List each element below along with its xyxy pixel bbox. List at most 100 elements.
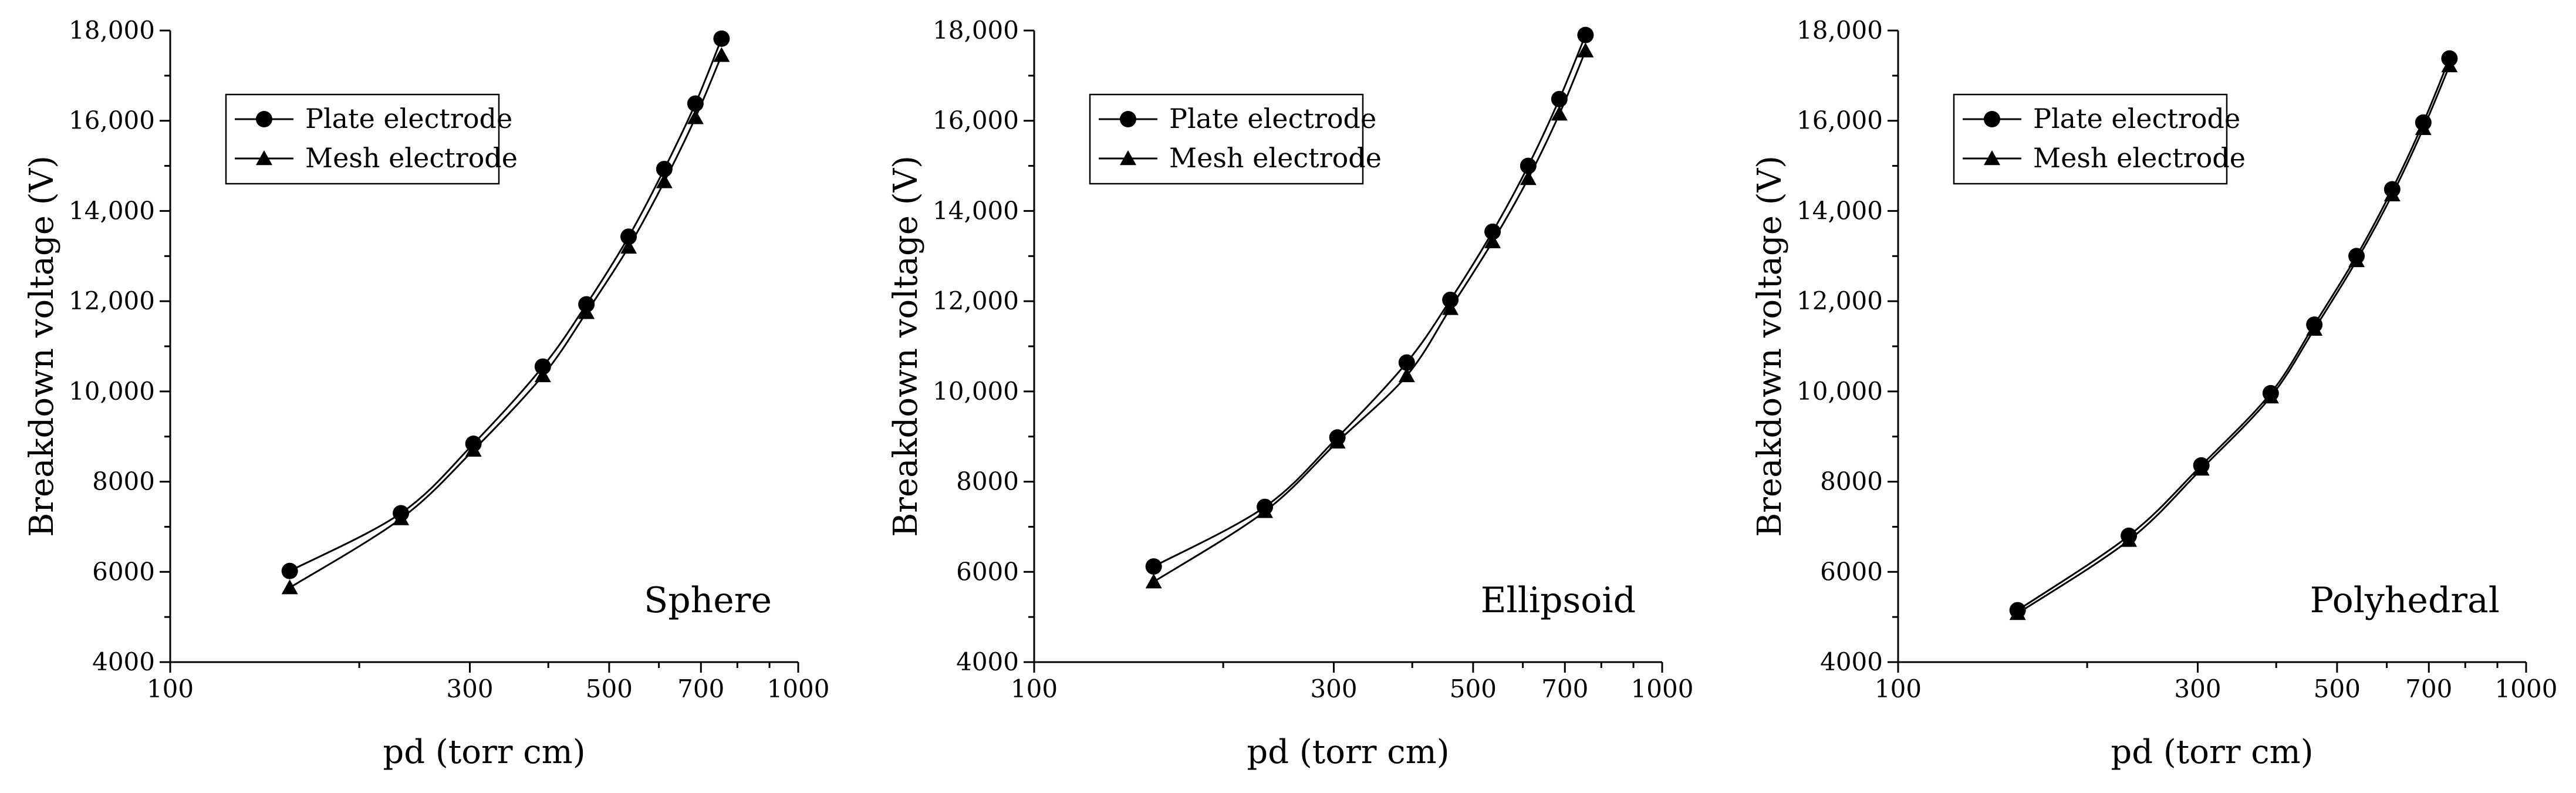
y-tick-label: 8000	[1820, 467, 1883, 496]
data-point-plate-electrode	[1398, 354, 1415, 371]
data-point-mesh-electrode	[2441, 57, 2458, 73]
y-tick-label: 10,000	[1797, 377, 1883, 406]
data-point-plate-electrode	[713, 30, 730, 47]
x-tick-label: 100	[1011, 674, 1058, 703]
y-tick-label: 18,000	[933, 16, 1019, 45]
series-line-mesh-electrode	[2017, 65, 2450, 615]
x-tick-label: 1000	[2495, 674, 2558, 703]
data-point-mesh-electrode	[1145, 573, 1162, 589]
y-tick-label: 4000	[956, 647, 1019, 676]
legend-box	[1953, 93, 2228, 185]
legend-marker-mesh-electrode	[1120, 150, 1136, 166]
x-tick-label: 500	[586, 674, 633, 703]
data-point-mesh-electrode	[2348, 252, 2365, 268]
y-tick-label: 8000	[956, 467, 1019, 496]
legend: Plate electrode Mesh electrode	[225, 93, 518, 185]
data-point-plate-electrode	[1577, 26, 1594, 43]
data-point-mesh-electrode	[713, 47, 730, 62]
y-tick-label: 4000	[92, 647, 155, 676]
legend-box	[1089, 93, 1364, 185]
y-tick-label: 12,000	[69, 286, 155, 315]
series-line-mesh-electrode	[1153, 50, 1586, 583]
data-point-mesh-electrode	[1484, 233, 1501, 248]
data-point-mesh-electrode	[393, 510, 410, 525]
y-tick-label: 14,000	[69, 196, 155, 225]
data-point-mesh-electrode	[578, 304, 595, 319]
data-point-mesh-electrode	[465, 441, 482, 457]
x-tick-label: 300	[446, 674, 493, 703]
y-tick-label: 14,000	[933, 196, 1019, 225]
data-point-plate-electrode	[1442, 291, 1459, 308]
data-point-mesh-electrode	[1577, 42, 1594, 58]
legend-label-plate-electrode: Plate electrode	[1169, 103, 1376, 134]
panel-label: Polyhedral	[2310, 580, 2500, 621]
data-point-mesh-electrode	[2121, 532, 2138, 547]
series-line-plate-electrode	[289, 38, 723, 572]
x-tick-label: 300	[1310, 674, 1357, 703]
y-tick-label: 10,000	[69, 377, 155, 406]
data-point-mesh-electrode	[656, 173, 673, 188]
x-tick-label: 300	[2174, 674, 2221, 703]
data-point-mesh-electrode	[2193, 461, 2210, 476]
y-tick-label: 6000	[1820, 557, 1883, 586]
legend: Plate electrode Mesh electrode	[1953, 93, 2246, 185]
data-point-mesh-electrode	[1520, 170, 1537, 185]
data-point-plate-electrode	[281, 562, 298, 579]
legend-box	[225, 93, 500, 185]
data-point-mesh-electrode	[2262, 389, 2279, 404]
data-point-mesh-electrode	[2415, 120, 2432, 135]
y-tick-label: 12,000	[1797, 286, 1883, 315]
data-point-mesh-electrode	[2009, 605, 2026, 620]
y-tick-label: 6000	[92, 557, 155, 586]
data-point-mesh-electrode	[1442, 300, 1459, 315]
data-point-mesh-electrode	[2306, 320, 2323, 336]
y-tick-label: 16,000	[1797, 106, 1883, 135]
series-line-plate-electrode	[1153, 35, 1586, 568]
y-tick-label: 16,000	[933, 106, 1019, 135]
series-line-mesh-electrode	[289, 55, 723, 589]
data-point-mesh-electrode	[1398, 367, 1415, 383]
x-tick-label: 100	[1875, 674, 1922, 703]
legend-marker-plate-electrode	[1120, 111, 1136, 127]
y-tick-label: 4000	[1820, 647, 1883, 676]
legend-label-mesh-electrode: Mesh electrode	[305, 142, 518, 174]
x-tick-label: 1000	[1631, 674, 1694, 703]
y-tick-label: 18,000	[1797, 16, 1883, 45]
y-tick-label: 18,000	[69, 16, 155, 45]
data-point-mesh-electrode	[281, 579, 298, 595]
y-axis-title: Breakdown voltage (V)	[887, 156, 925, 537]
y-axis-title: Breakdown voltage (V)	[1751, 156, 1789, 537]
x-tick-label: 700	[1541, 674, 1588, 703]
x-tick-label: 1000	[767, 674, 830, 703]
y-tick-label: 14,000	[1797, 196, 1883, 225]
data-point-mesh-electrode	[1329, 433, 1346, 449]
legend-label-mesh-electrode: Mesh electrode	[1169, 142, 1382, 174]
chart-panel-sphere: 4000 6000 8000 10,000 12,000 14,000 16,000 18,0…	[23, 16, 829, 771]
y-tick-label: 16,000	[69, 106, 155, 135]
y-axis-title: Breakdown voltage (V)	[23, 156, 61, 537]
chart-panel-ellipsoid: 4000 6000 8000 10,000 12,000 14,000 16,000 18,0…	[887, 16, 1693, 771]
legend-marker-plate-electrode	[256, 111, 272, 127]
data-point-plate-electrode	[1145, 558, 1162, 575]
y-tick-label: 12,000	[933, 286, 1019, 315]
data-point-mesh-electrode	[534, 367, 551, 383]
legend-marker-mesh-electrode	[1984, 150, 2000, 166]
data-point-mesh-electrode	[687, 109, 704, 124]
panel-label: Ellipsoid	[1481, 580, 1636, 621]
chart-panel-polyhedral: 4000 6000 8000 10,000 12,000 14,000 16,000 18,0…	[1751, 16, 2557, 771]
data-point-mesh-electrode	[620, 238, 637, 254]
x-tick-label: 700	[2405, 674, 2452, 703]
legend-label-plate-electrode: Plate electrode	[305, 103, 512, 134]
legend-marker-plate-electrode	[1984, 111, 2000, 127]
y-tick-label: 10,000	[933, 377, 1019, 406]
x-tick-label: 500	[2314, 674, 2361, 703]
x-axis-title: pd (torr cm)	[2111, 733, 2313, 771]
legend-label-plate-electrode: Plate electrode	[2033, 103, 2240, 134]
legend-marker-mesh-electrode	[256, 150, 272, 166]
x-tick-label: 700	[677, 674, 724, 703]
series-line-plate-electrode	[2017, 58, 2450, 611]
x-axis-title: pd (torr cm)	[383, 733, 585, 771]
legend-label-mesh-electrode: Mesh electrode	[2033, 142, 2246, 174]
x-tick-label: 500	[1450, 674, 1497, 703]
